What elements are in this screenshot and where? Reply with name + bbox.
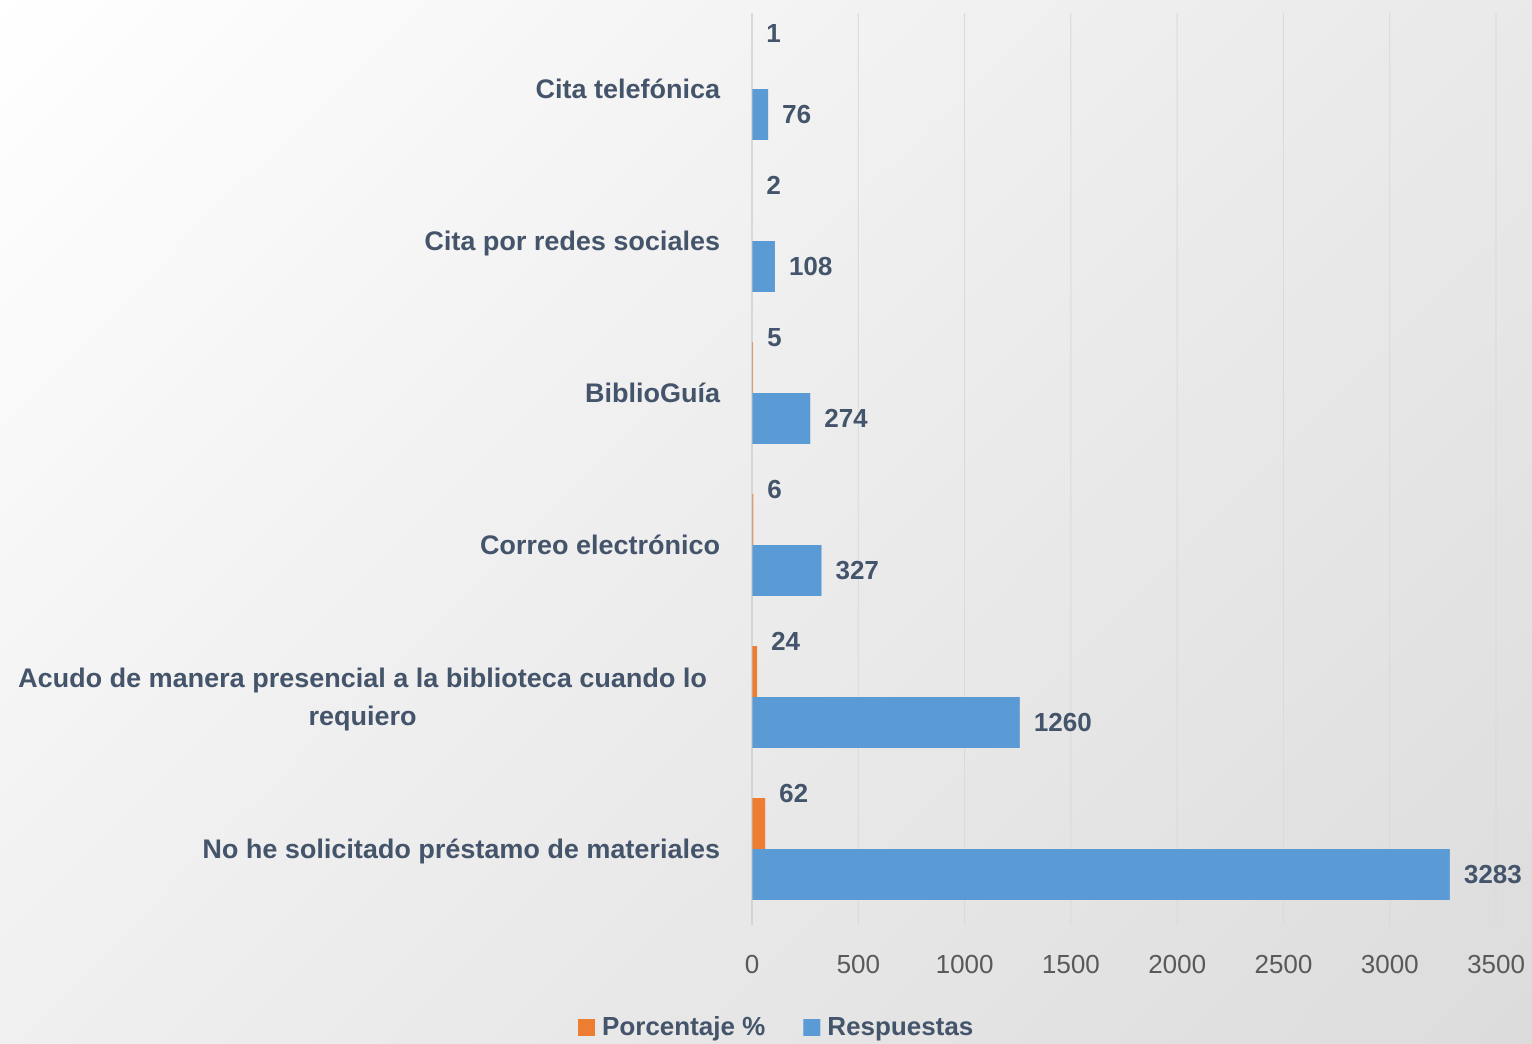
value-label: 3283: [1464, 859, 1522, 889]
value-label: 76: [782, 99, 811, 129]
x-tick-label: 500: [837, 949, 880, 979]
value-label: 108: [789, 251, 832, 281]
category-label: Cita por redes sociales: [0, 181, 720, 301]
bar: [752, 393, 811, 444]
x-tick-label: 3500: [1467, 949, 1525, 979]
category-label: Correo electrónico: [0, 485, 720, 605]
category-label: Cita telefónica: [0, 29, 720, 149]
legend-swatch: [578, 1019, 595, 1036]
legend-label: Porcentaje %: [602, 1011, 765, 1041]
bar: [752, 89, 769, 140]
value-label: 24: [771, 626, 800, 656]
category-text: Acudo de manera presencial a la bibliote…: [18, 663, 707, 731]
x-tick-label: 1000: [936, 949, 994, 979]
category-text: BiblioGuía: [585, 378, 720, 408]
category-text: Cita telefónica: [535, 74, 720, 104]
value-label: 1: [766, 18, 780, 48]
category-label: Acudo de manera presencial a la bibliote…: [0, 637, 720, 757]
value-label: 2: [766, 170, 780, 200]
category-text: Correo electrónico: [479, 530, 720, 560]
x-tick-label: 2500: [1255, 949, 1313, 979]
bar: [752, 646, 758, 697]
x-tick-label: 1500: [1042, 949, 1100, 979]
value-label: 274: [824, 403, 868, 433]
bar: [752, 697, 1020, 748]
category-label: No he solicitado préstamo de materiales: [0, 789, 720, 909]
legend-label: Respuestas: [827, 1011, 973, 1041]
bar: [752, 342, 754, 393]
category-label: BiblioGuía: [0, 333, 720, 453]
bar: [752, 494, 754, 545]
bar: [752, 798, 766, 849]
value-label: 327: [836, 555, 879, 585]
x-tick-label: 2000: [1148, 949, 1206, 979]
bar: [752, 241, 775, 292]
legend-swatch: [803, 1019, 821, 1036]
value-label: 6: [767, 474, 781, 504]
x-tick-label: 3000: [1361, 949, 1419, 979]
x-tick-label: 0: [745, 949, 759, 979]
category-text: Cita por redes sociales: [424, 226, 720, 256]
bar: [752, 849, 1450, 900]
bar: [752, 545, 822, 596]
value-label: 5: [767, 322, 781, 352]
category-text: No he solicitado préstamo de materiales: [202, 834, 720, 864]
value-label: 1260: [1034, 707, 1092, 737]
value-label: 62: [779, 778, 808, 808]
